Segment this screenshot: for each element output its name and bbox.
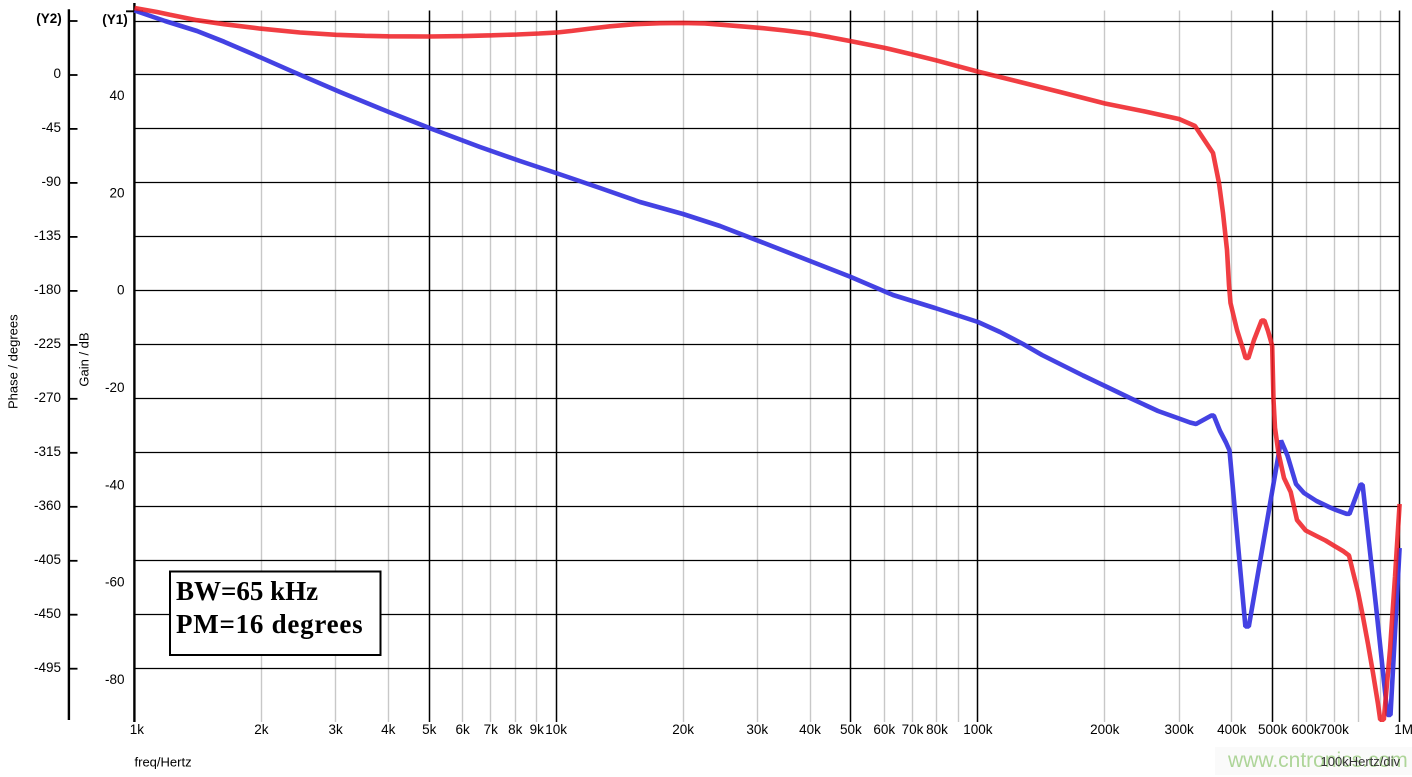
svg-text:40: 40 — [109, 88, 124, 103]
svg-text:5k: 5k — [422, 722, 437, 737]
svg-text:(Y1): (Y1) — [102, 12, 128, 27]
svg-text:-315: -315 — [34, 444, 61, 459]
svg-text:20: 20 — [109, 185, 124, 200]
svg-text:9k: 9k — [530, 722, 545, 737]
svg-text:PM=16 degrees: PM=16 degrees — [176, 609, 363, 639]
svg-text:100kHertz/div: 100kHertz/div — [1321, 754, 1401, 769]
svg-text:-270: -270 — [34, 390, 61, 405]
svg-text:6k: 6k — [455, 722, 470, 737]
svg-text:www.cntronics.com: www.cntronics.com — [1227, 749, 1408, 772]
svg-text:-135: -135 — [34, 228, 61, 243]
svg-text:BW=65 kHz: BW=65 kHz — [176, 576, 318, 606]
svg-text:400k: 400k — [1217, 722, 1247, 737]
svg-text:500k: 500k — [1258, 722, 1288, 737]
svg-text:-180: -180 — [34, 282, 61, 297]
svg-text:Phase / degrees: Phase / degrees — [6, 314, 21, 409]
svg-text:200k: 200k — [1090, 722, 1120, 737]
svg-text:-450: -450 — [34, 606, 61, 621]
svg-text:4k: 4k — [381, 722, 396, 737]
svg-text:freq/Hertz: freq/Hertz — [135, 755, 192, 770]
svg-text:7k: 7k — [484, 722, 499, 737]
svg-text:0: 0 — [117, 283, 125, 298]
svg-text:20k: 20k — [672, 722, 694, 737]
svg-text:3k: 3k — [328, 722, 343, 737]
svg-text:-40: -40 — [105, 477, 125, 492]
svg-text:-495: -495 — [34, 660, 61, 675]
svg-text:600k: 600k — [1291, 722, 1321, 737]
svg-text:-90: -90 — [41, 174, 61, 189]
svg-text:80k: 80k — [926, 722, 948, 737]
svg-text:-45: -45 — [41, 120, 61, 135]
svg-text:-20: -20 — [105, 380, 125, 395]
svg-text:-80: -80 — [105, 672, 125, 687]
svg-text:0: 0 — [53, 66, 61, 81]
svg-text:60k: 60k — [873, 722, 895, 737]
svg-text:10k: 10k — [545, 722, 567, 737]
svg-text:300k: 300k — [1164, 722, 1194, 737]
svg-text:1M: 1M — [1394, 722, 1412, 737]
svg-text:-405: -405 — [34, 552, 61, 567]
svg-text:2k: 2k — [254, 722, 269, 737]
svg-text:-60: -60 — [105, 575, 125, 590]
svg-text:30k: 30k — [746, 722, 768, 737]
svg-text:700k: 700k — [1320, 722, 1350, 737]
svg-text:-360: -360 — [34, 498, 61, 513]
svg-text:1k: 1k — [130, 722, 145, 737]
svg-text:100k: 100k — [963, 722, 993, 737]
svg-text:-225: -225 — [34, 336, 61, 351]
svg-text:8k: 8k — [508, 722, 523, 737]
svg-text:70k: 70k — [902, 722, 924, 737]
svg-text:Gain / dB: Gain / dB — [77, 332, 92, 386]
svg-text:40k: 40k — [799, 722, 821, 737]
svg-text:50k: 50k — [840, 722, 862, 737]
svg-text:(Y2): (Y2) — [36, 11, 62, 26]
